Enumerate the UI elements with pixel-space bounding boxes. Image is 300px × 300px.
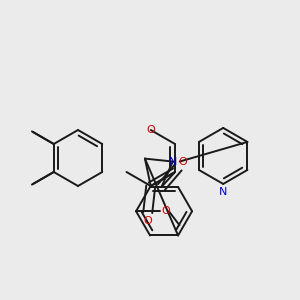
Text: N: N xyxy=(169,157,177,166)
Text: O: O xyxy=(143,216,152,226)
Text: O: O xyxy=(146,125,155,135)
Text: N: N xyxy=(219,187,227,197)
Text: O: O xyxy=(161,206,170,216)
Text: O: O xyxy=(179,157,188,166)
